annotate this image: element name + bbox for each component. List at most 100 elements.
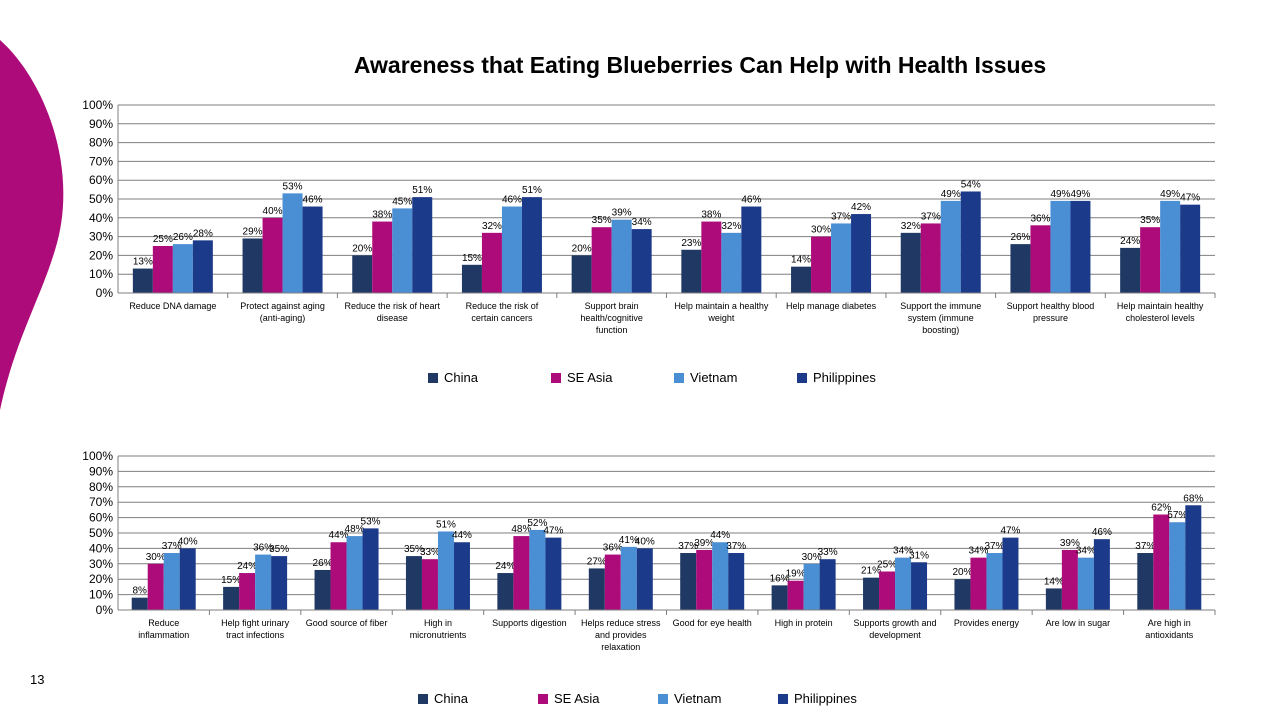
chart-top-category-label: weight [707,313,735,323]
chart-bottom: 0%10%20%30%40%50%60%70%80%90%100%Reducei… [82,449,1216,652]
chart-bottom-bar-china [314,569,331,610]
chart-top-value-label: 51% [522,185,542,196]
chart-bottom-ytick-label: 10% [89,588,113,602]
chart-bottom-legend-swatch [538,693,548,704]
chart-bottom-value-label: 26% [313,558,333,569]
chart-bottom-category-label: Reduce [148,618,179,628]
chart-bottom-bar-philippines [1185,505,1202,610]
chart-top-value-label: 13% [133,257,153,268]
chart-top-value-label: 20% [352,243,372,254]
chart-top-category-label: certain cancers [471,313,533,323]
chart-bottom-bar-se-asia [1153,514,1170,610]
chart-bottom-legend-item: Vietnam [658,691,778,706]
chart-bottom-legend-item: China [418,691,538,706]
chart-bottom-legend-label: Vietnam [674,691,722,706]
chart-top-value-label: 51% [412,185,432,196]
chart-bottom-value-label: 35% [404,544,424,555]
chart-top-category-label: Help manage diabetes [786,301,877,311]
chart-bottom-value-label: 41% [619,535,639,546]
chart-top-value-label: 38% [372,210,392,221]
chart-bottom-value-label: 36% [253,543,273,554]
chart-bottom-bar-philippines [271,556,288,610]
chart-bottom-value-label: 20% [952,567,972,578]
chart-top-value-label: 53% [283,181,303,192]
chart-top-ytick-label: 100% [82,98,113,112]
chart-top-category-label: Help maintain a healthy [674,301,769,311]
chart-bottom-value-label: 39% [1060,538,1080,549]
chart-bottom-category-label: and provides [595,630,647,640]
chart-bottom-bar-se-asia [513,536,530,610]
chart-bottom-bar-china [680,553,697,610]
chart-bottom-legend-item: Philippines [778,691,898,706]
chart-bottom-value-label: 21% [861,566,881,577]
chart-bottom-value-label: 24% [495,561,515,572]
chart-top-value-label: 36% [1030,213,1050,224]
chart-bottom-category-label: micronutrients [410,630,467,640]
chart-bottom-category-label: Good source of fiber [306,618,388,628]
chart-bottom-ytick-label: 90% [89,464,113,478]
chart-bottom-category-label: High in protein [775,618,833,628]
legend-top: China SE Asia Vietnam Philippines [428,370,920,385]
chart-bottom-bar-se-asia [421,559,438,610]
chart-top-bar-philippines [960,191,981,293]
chart-top-value-label: 15% [462,253,482,264]
chart-top-value-label: 46% [303,195,323,206]
chart-top-value-label: 34% [632,217,652,228]
chart-bottom-value-label: 48% [511,524,531,535]
chart-bottom-value-label: 16% [770,573,790,584]
chart-top-category-label: cholesterol levels [1126,313,1196,323]
chart-bottom-category-label: development [869,630,921,640]
chart-top-bar-china [1010,244,1031,293]
chart-bottom-category-label: Are high in [1148,618,1191,628]
chart-bottom-bar-vietnam [895,557,912,610]
chart-bottom-ytick-label: 60% [89,511,113,525]
chart-top-legend-swatch [797,372,807,383]
chart-top-bar-vietnam [721,232,742,293]
chart-top-legend-label: Vietnam [690,370,738,385]
chart-bottom-bar-vietnam [986,553,1003,610]
chart-top-value-label: 29% [243,226,263,237]
chart-bottom-value-label: 40% [635,536,655,547]
chart-top-bar-se-asia [262,217,283,293]
chart-bottom-value-label: 30% [802,552,822,563]
chart-bottom-value-label: 37% [162,541,182,552]
chart-top-legend-item: China [428,370,551,385]
chart-bottom-category-label: Help fight urinary [221,618,290,628]
chart-top-value-label: 49% [1160,189,1180,200]
chart-bottom-bar-se-asia [330,542,347,610]
chart-top-legend-label: SE Asia [567,370,613,385]
chart-bottom-bar-philippines [1002,537,1019,610]
chart-bottom-bar-se-asia [147,563,164,610]
chart-top-category-label: Support the immune [900,301,981,311]
chart-top-ytick-label: 20% [89,248,113,262]
chart-top-category-label: disease [377,313,408,323]
chart-bottom-value-label: 47% [543,526,563,537]
chart-top-value-label: 49% [1070,189,1090,200]
chart-top-bar-se-asia [372,221,393,293]
chart-bottom-ytick-label: 70% [89,495,113,509]
chart-bottom-ytick-label: 30% [89,557,113,571]
chart-bottom-bar-china [405,556,422,610]
chart-bottom-value-label: 62% [1151,503,1171,514]
chart-bottom-bar-china [1137,553,1154,610]
chart-top-bar-se-asia [701,221,722,293]
chart-bottom-value-label: 34% [968,546,988,557]
chart-top-bar-china [791,266,812,293]
chart-top-value-label: 28% [193,228,213,239]
chart-bottom-bar-vietnam [163,553,180,610]
chart-bottom-value-label: 37% [1135,541,1155,552]
chart-bottom-value-label: 48% [345,524,365,535]
chart-bottom-bar-se-asia [604,554,621,610]
chart-bottom-value-label: 44% [452,530,472,541]
chart-top-bar-se-asia [1030,225,1051,293]
chart-bottom-bar-china [954,579,971,610]
chart-top-legend-label: Philippines [813,370,876,385]
chart-top-bar-se-asia [1140,227,1161,293]
chart-bottom-bar-china [497,573,514,610]
swoosh-shape [0,40,64,410]
chart-top-bar-se-asia [481,232,502,293]
chart-top-value-label: 32% [482,221,502,232]
chart-top-value-label: 54% [961,179,981,190]
chart-top-value-label: 37% [831,211,851,222]
chart-top-ytick-label: 60% [89,173,113,187]
